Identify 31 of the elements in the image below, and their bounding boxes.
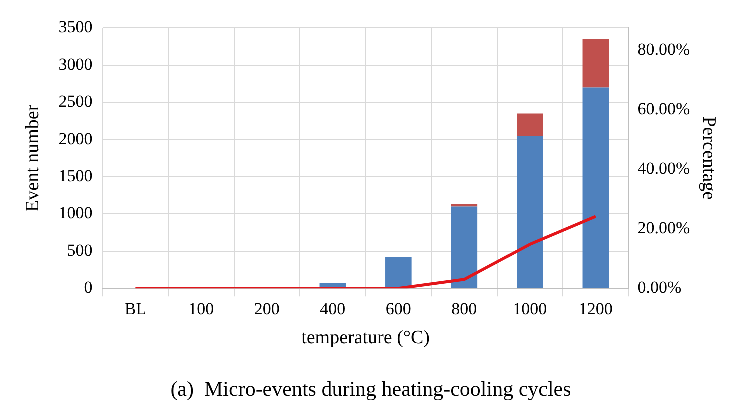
y2-tick-label: 60.00% [638, 100, 690, 119]
x-tick-label: 400 [320, 299, 346, 318]
y2-axis-title: Percentage [698, 116, 720, 200]
y-tick-label: 3500 [58, 18, 93, 37]
y-tick-label: 500 [67, 240, 93, 260]
bar [517, 114, 544, 136]
bar [517, 136, 544, 288]
x-tick-label: 600 [386, 299, 412, 318]
bar [582, 88, 610, 288]
text: (a) Micro-events during heating-cooling cycles [170, 376, 572, 401]
y-tick-label: 2500 [58, 92, 93, 112]
y-tick-label: 1500 [58, 166, 93, 186]
y2-tick-label: 40.00% [638, 159, 690, 178]
y2-tick-label: 0.00% [638, 278, 682, 298]
y2-tick-label: 20.00% [638, 218, 690, 238]
y2-tick-label: 80.00% [638, 40, 690, 59]
x-tick-label: BL [124, 299, 147, 318]
y-tick-label: 0 [84, 278, 93, 298]
x-tick-label: 200 [254, 299, 280, 318]
x-axis-title: temperature (°C) [302, 327, 430, 348]
y-tick-label: 1000 [58, 204, 93, 223]
bar [451, 206, 478, 288]
x-tick-label: 800 [452, 299, 478, 318]
x-tick-label: 1000 [513, 299, 548, 318]
x-tick-label: 1200 [578, 299, 613, 318]
x-tick-label: 100 [188, 299, 214, 318]
bar [582, 39, 610, 88]
y-tick-label: 3000 [58, 54, 93, 74]
y-tick-label: 2000 [58, 129, 93, 148]
y-axis-title: Event number [22, 104, 44, 212]
bar [386, 257, 412, 288]
